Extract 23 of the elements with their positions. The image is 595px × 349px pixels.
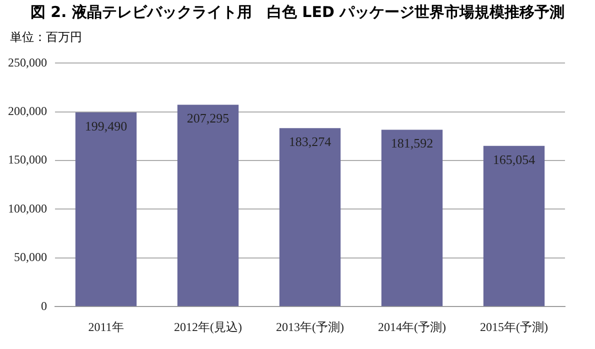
chart-title: 図 2. 液晶テレビバックライト用 白色 LED パッケージ世界市場規模推移予測: [29, 3, 566, 22]
x-tick-label: 2012年(見込): [174, 320, 242, 334]
bar: [381, 130, 443, 306]
y-tick-label: 0: [41, 298, 47, 313]
data-label: 207,295: [186, 110, 230, 126]
bar: [177, 104, 239, 306]
y-tick-label: 150,000: [8, 152, 47, 167]
y-tick-label: 50,000: [14, 250, 47, 264]
bar: [279, 128, 341, 306]
x-tick-label: 2015年(予測): [480, 320, 548, 334]
bar: [483, 146, 545, 306]
text: 単位：百万円: [10, 29, 82, 46]
data-label: 183,274: [288, 134, 332, 150]
y-tick-label: 250,000: [8, 55, 47, 70]
data-label: 165,054: [492, 152, 536, 167]
y-tick-label: 100,000: [8, 201, 47, 216]
y-tick-label: 200,000: [8, 104, 47, 118]
data-label: 199,490: [84, 118, 128, 134]
data-label: 181,592: [390, 136, 434, 151]
x-tick-label: 2014年(予測): [378, 320, 446, 334]
x-tick-label: 2013年(予測): [276, 320, 344, 334]
x-tick-label: 2011年: [88, 320, 124, 334]
bar: [75, 112, 137, 306]
